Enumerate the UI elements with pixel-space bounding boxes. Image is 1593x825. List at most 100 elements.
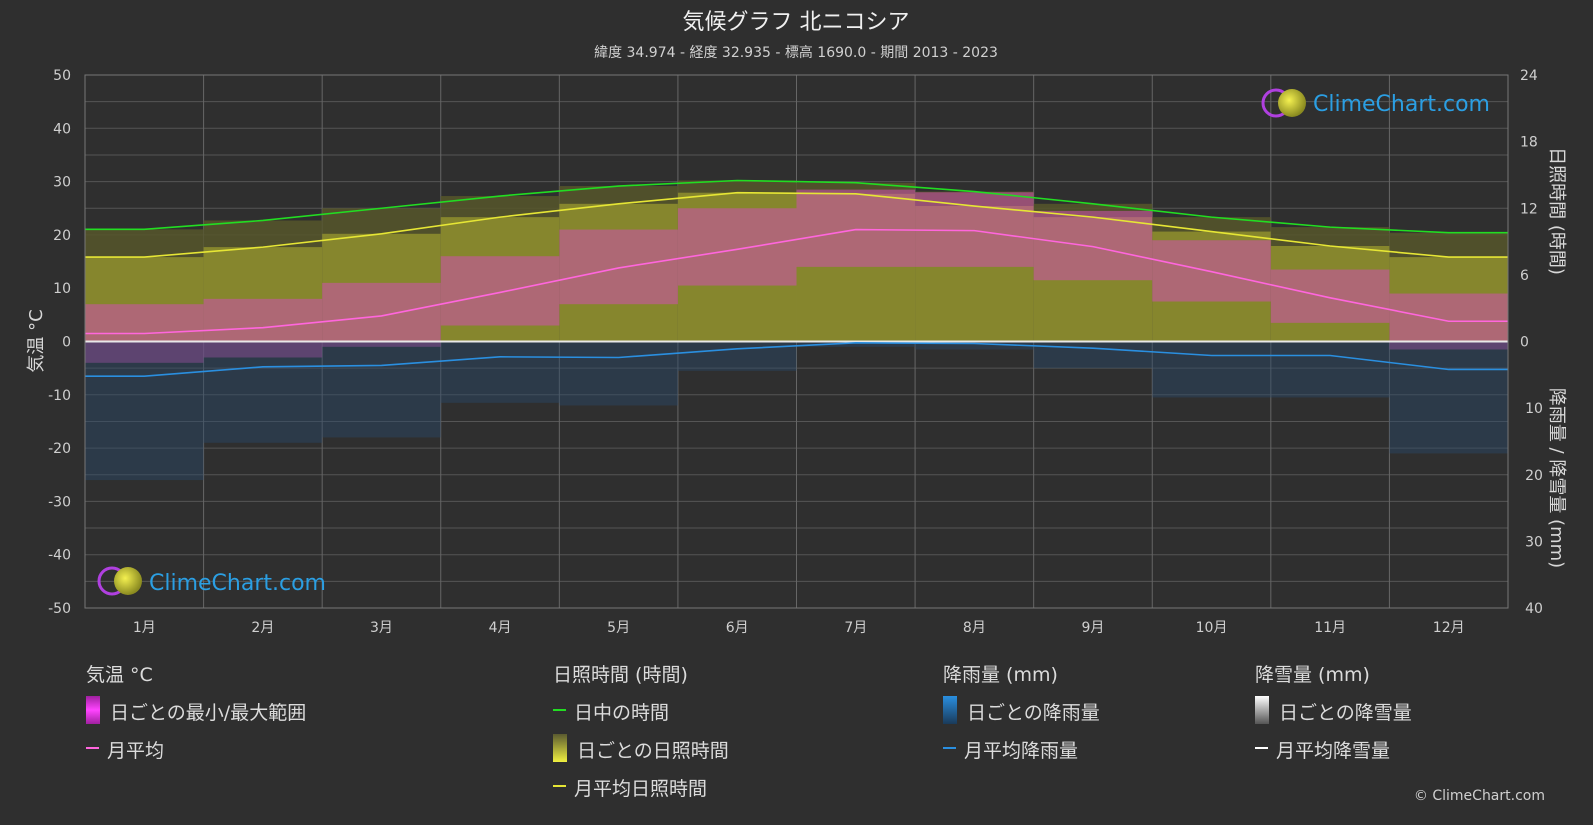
- legend-label-temp-range: 日ごとの最小/最大範囲: [110, 702, 307, 724]
- legend-title-snow: 降雪量 (mm): [1255, 664, 1370, 686]
- left-tick-label: 40: [53, 121, 71, 137]
- rain-daily-band: [559, 341, 678, 406]
- series-lines: [84, 74, 1509, 609]
- copyright: © ClimeChart.com: [1413, 788, 1545, 804]
- rain-daily-band: [677, 341, 797, 371]
- right-top-tick-label: 18: [1520, 135, 1538, 151]
- logo-bottom: ClimeChart.com: [97, 566, 326, 596]
- legend-title-sunshine: 日照時間 (時間): [553, 664, 688, 686]
- legend-item-sunshine-avg: 月平均日照時間: [553, 774, 729, 812]
- month-label: 10月: [1196, 620, 1228, 636]
- legend-label-temp-avg: 月平均: [107, 740, 165, 762]
- daylight-line: [85, 179, 1508, 234]
- left-tick-label: 50: [53, 68, 71, 84]
- right-top-tick-label: 12: [1520, 201, 1538, 217]
- month-label: 7月: [844, 620, 867, 636]
- temp-range-band: [440, 256, 560, 326]
- rain-daily-band: [915, 341, 1034, 350]
- left-tick-label: -20: [48, 441, 71, 457]
- temp-range-band: [677, 208, 797, 286]
- temp-range-band: [1270, 269, 1390, 323]
- legend-label-rain-daily: 日ごとの降雨量: [967, 702, 1100, 724]
- chart-title: 気候グラフ 北ニコシア: [683, 10, 910, 35]
- legend-sunshine: 日照時間 (時間) 日中の時間 日ごとの日照時間 月平均日照時間: [553, 660, 729, 812]
- right-axis-top-label: 日照時間 (時間): [1546, 147, 1567, 275]
- legend-item-temp-range: 日ごとの最小/最大範囲: [86, 696, 307, 736]
- legend-item-temp-avg: 月平均: [86, 736, 306, 774]
- left-tick-label: 20: [53, 228, 71, 244]
- sunshine-daily-swatch: [553, 734, 567, 762]
- snow-daily-swatch: [1255, 696, 1269, 724]
- temp-range-band: [559, 229, 678, 305]
- legend-temperature: 気温 °C 日ごとの最小/最大範囲 月平均: [86, 660, 306, 774]
- rain-daily-band: [1270, 341, 1390, 398]
- right-bottom-tick-label: 20: [1525, 468, 1543, 484]
- temp-range-swatch: [86, 696, 100, 724]
- temp-range-band: [796, 189, 916, 267]
- legend-label-sunshine-avg: 月平均日照時間: [574, 778, 708, 800]
- rain-daily-band: [1033, 341, 1153, 369]
- temp-range-band: [322, 282, 441, 347]
- logo-top: ClimeChart.com: [1261, 88, 1490, 118]
- month-label: 3月: [370, 620, 393, 636]
- temp-avg-line: [85, 228, 1508, 335]
- legend-label-snow-avg: 月平均降雪量: [1276, 740, 1391, 762]
- daily-bands: [85, 180, 1508, 481]
- rain-daily-band: [1389, 341, 1508, 454]
- right-top-tick-label: 6: [1520, 268, 1529, 284]
- rain-daily-band: [440, 341, 560, 403]
- left-axis-label: 気温 °C: [26, 309, 47, 372]
- legend-item-rain-avg: 月平均降雨量: [943, 736, 1100, 774]
- rain-daily-band: [322, 341, 441, 438]
- month-label: 9月: [1081, 620, 1104, 636]
- legend-label-sunshine-daily: 日ごとの日照時間: [577, 740, 729, 762]
- left-tick-label: -40: [48, 548, 71, 564]
- temp-avg-swatch: [86, 747, 99, 749]
- right-top-tick-label: 24: [1520, 68, 1538, 84]
- legend-item-snow-avg: 月平均降雪量: [1255, 736, 1412, 774]
- plot-frame: [84, 74, 1509, 609]
- left-tick-label: 0: [62, 335, 71, 351]
- legend-label-snow-daily: 日ごとの降雪量: [1279, 702, 1412, 724]
- rain-avg-swatch: [943, 747, 956, 749]
- rain-daily-band: [1152, 341, 1271, 398]
- month-label: 12月: [1433, 620, 1465, 636]
- legend-item-snow-daily: 日ごとの降雪量: [1255, 696, 1412, 736]
- left-tick-label: 10: [53, 281, 71, 297]
- rain-daily-band: [85, 341, 204, 481]
- right-axis-bottom-label: 降雨量 / 降雪量 (mm): [1546, 388, 1567, 568]
- tick-labels: 50 40 30 20 10 0 -10 -20 -30 -40 -50 24 18 12 6 0 10 20 30…: [48, 68, 1543, 636]
- right-bottom-tick-label: 30: [1525, 534, 1543, 550]
- legend-item-rain-daily: 日ごとの降雨量: [943, 696, 1100, 736]
- right-top-tick-label: 0: [1520, 335, 1529, 351]
- rain-daily-band: [796, 341, 916, 347]
- legend-title-temperature: 気温 °C: [86, 664, 153, 686]
- sunshine-avg-line: [85, 191, 1508, 258]
- rain-daily-band: [203, 341, 323, 443]
- left-tick-label: -30: [48, 494, 71, 510]
- legend-snow: 降雪量 (mm) 日ごとの降雪量 月平均降雪量: [1255, 660, 1412, 774]
- legend-item-sunshine-daily: 日ごとの日照時間: [553, 734, 729, 774]
- month-label: 1月: [133, 620, 156, 636]
- chart-subtitle: 緯度 34.974 - 経度 32.935 - 標高 1690.0 - 期間 2…: [594, 44, 998, 61]
- legend-label-rain-avg: 月平均降雨量: [964, 740, 1079, 762]
- month-label: 11月: [1314, 620, 1346, 636]
- left-tick-label: 30: [53, 175, 71, 191]
- month-label: 2月: [251, 620, 274, 636]
- daylight-swatch: [553, 709, 566, 711]
- month-label: 8月: [963, 620, 986, 636]
- month-label: 6月: [726, 620, 749, 636]
- legend-rain: 降雨量 (mm) 日ごとの降雨量 月平均降雨量: [943, 660, 1100, 774]
- temp-range-band: [1033, 210, 1153, 281]
- right-bottom-tick-label: 10: [1525, 401, 1543, 417]
- right-bottom-tick-label: 40: [1525, 601, 1543, 617]
- sunshine-avg-swatch: [553, 785, 566, 787]
- legend-title-rain: 降雨量 (mm): [943, 664, 1058, 686]
- legend-item-daylight: 日中の時間: [553, 698, 729, 736]
- rain-avg-line: [85, 342, 1508, 377]
- snow-avg-swatch: [1255, 747, 1268, 749]
- left-tick-label: -10: [48, 388, 71, 404]
- logo-text-bottom: ClimeChart.com: [149, 571, 326, 596]
- legend-label-daylight: 日中の時間: [574, 702, 670, 724]
